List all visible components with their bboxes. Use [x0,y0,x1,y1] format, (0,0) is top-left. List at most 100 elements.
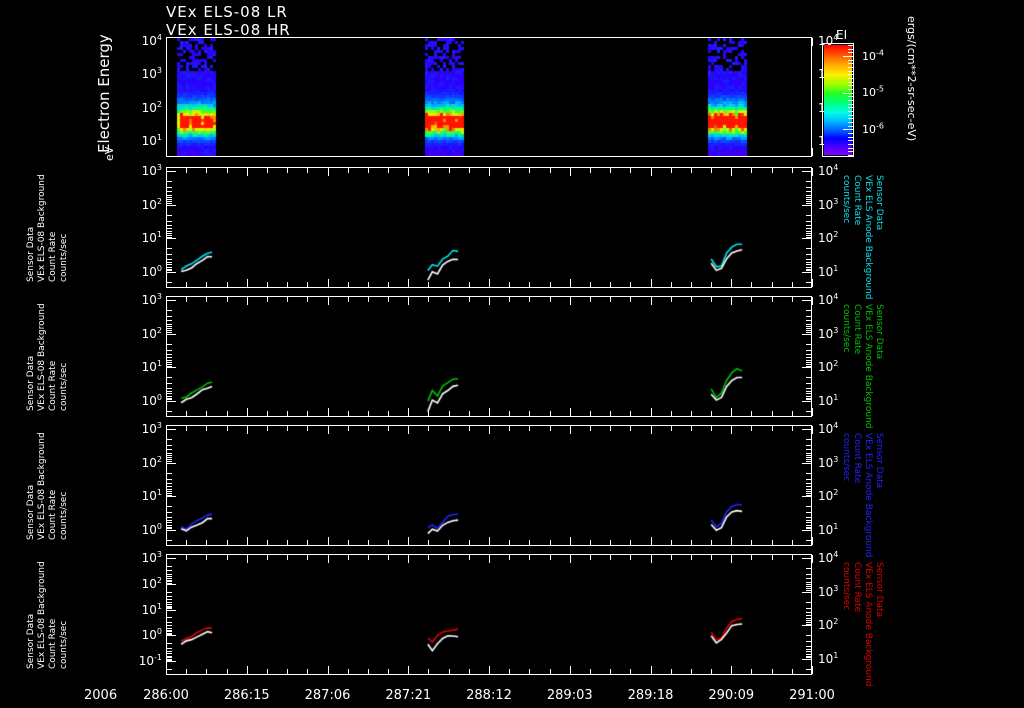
right-label-text: VEx ELS Anode Background [863,175,873,299]
right-label-text: counts/sec [841,433,851,481]
yaxis-tick-label: 101 [120,230,162,245]
colorbar-tick [848,89,853,90]
colorbar-tick [848,82,853,83]
colorbar-tick [848,118,853,119]
yaxis-tick-label: 101 [818,651,860,666]
xaxis-tick [812,279,813,287]
yaxis-title-text: Count Rate [48,619,58,669]
xaxis-tick-label: 287:21 [375,688,441,703]
yaxis-tick-label: 102 [120,576,162,591]
colorbar-tick [848,155,853,156]
xaxis-tick-label: 286:15 [214,688,280,703]
yaxis-title-text: Sensor Data [26,356,36,411]
xaxis-tick-label: 288:12 [456,688,522,703]
yaxis-tick-label: 103 [120,163,162,178]
yaxis-tick-label: 102 [120,100,162,115]
right-label-text: counts/sec [841,304,851,352]
colorbar-tick [848,137,853,138]
yaxis-tick-label: 102 [120,455,162,470]
xaxis-tick-label: 290:09 [698,688,764,703]
colorbar-title: EI [836,28,847,42]
right-label-text: Sensor Data [874,433,884,488]
colorbar-tick [843,56,853,57]
xaxis-tick [812,666,813,674]
xaxis-year-label: 2006 [84,688,117,703]
line-plot-canvas [167,555,811,674]
yaxis-title-text: VEx ELS-08 Background [37,174,47,282]
colorbar-tick [848,63,853,64]
colorbar-tick [848,85,853,86]
xaxis-tick [812,555,813,563]
yaxis-tick-label: 103 [120,292,162,307]
yaxis-title-text: counts/sec [59,234,69,282]
colorbar-tick [848,144,853,145]
right-label-text: Count Rate [852,562,862,612]
yaxis-title-text: Sensor Data [26,227,36,282]
xaxis-tick-label: 289:03 [537,688,603,703]
colorbar-tick [848,71,853,72]
yaxis-tick-label: 103 [120,66,162,81]
yaxis-tick-label: 102 [818,359,860,374]
colorbar-tick [848,107,853,108]
right-label-text: VEx ELS Anode Background [863,304,873,428]
line-plot-canvas [167,426,811,545]
yaxis-title-text: Count Rate [48,490,58,540]
right-label-text: VEx ELS Anode Background [863,433,873,557]
yaxis-title-text: Count Rate [48,232,58,282]
line-plot-canvas [167,168,811,287]
yaxis-tick-label: 101 [120,488,162,503]
xaxis-tick [812,148,813,156]
colorbar-tick [848,104,853,105]
right-label-text: Count Rate [852,304,862,354]
colorbar-tick-label: 10-6 [862,121,884,136]
yaxis-tick-label: 102 [120,197,162,212]
yaxis-title-text: Sensor Data [26,614,36,669]
yaxis-tick-label: 102 [120,326,162,341]
plot-title-lr: VEx ELS-08 LR [166,3,288,21]
yaxis-tick-label: 10-1 [120,653,162,668]
yaxis-title-text: Sensor Data [26,485,36,540]
xaxis-tick [812,426,813,434]
xaxis-tick [812,537,813,545]
colorbar-tick-label: 10-5 [862,85,884,100]
yaxis-tick-label: 102 [818,230,860,245]
colorbar-tick [848,111,853,112]
colorbar-tick-label: 10-4 [862,48,884,63]
colorbar-tick [848,52,853,53]
yaxis-title-text: counts/sec [59,363,69,411]
colorbar-tick [843,129,853,130]
yaxis-title-text: VEx ELS-08 Background [37,303,47,411]
yaxis-tick-label: 102 [818,488,860,503]
right-label-text: Sensor Data [874,304,884,359]
colorbar-tick [848,133,853,134]
yaxis-tick-label: 100 [120,627,162,642]
colorbar-tick [848,60,853,61]
colorbar-tick [848,115,853,116]
yaxis-title-text: Count Rate [48,361,58,411]
right-label-text: VEx ELS Anode Background [863,562,873,686]
yaxis-title-main: Electron Energy [95,34,113,153]
right-label-text: Sensor Data [874,562,884,617]
yaxis-title-text: counts/sec [59,621,69,669]
yaxis-tick-label: 101 [120,359,162,374]
xaxis-tick-label: 287:06 [295,688,361,703]
colorbar-tick [848,100,853,101]
xaxis-tick [812,408,813,416]
spectrogram-canvas [167,38,811,156]
colorbar-tick [848,140,853,141]
xaxis-tick [812,297,813,305]
colorbar-tick [848,45,853,46]
yaxis-tick-label: 102 [818,617,860,632]
yaxis-tick-label: 101 [818,264,860,279]
xaxis-tick-label: 289:18 [618,688,684,703]
line-plot-canvas [167,297,811,416]
yaxis-tick-label: 101 [818,522,860,537]
colorbar-tick [848,49,853,50]
colorbar-tick [848,122,853,123]
colorbar-tick [848,96,853,97]
yaxis-tick-label: 100 [120,264,162,279]
colorbar-tick [848,148,853,149]
yaxis-tick-label: 104 [120,33,162,48]
yaxis-tick-label: 103 [120,421,162,436]
yaxis-tick-label: 100 [120,393,162,408]
